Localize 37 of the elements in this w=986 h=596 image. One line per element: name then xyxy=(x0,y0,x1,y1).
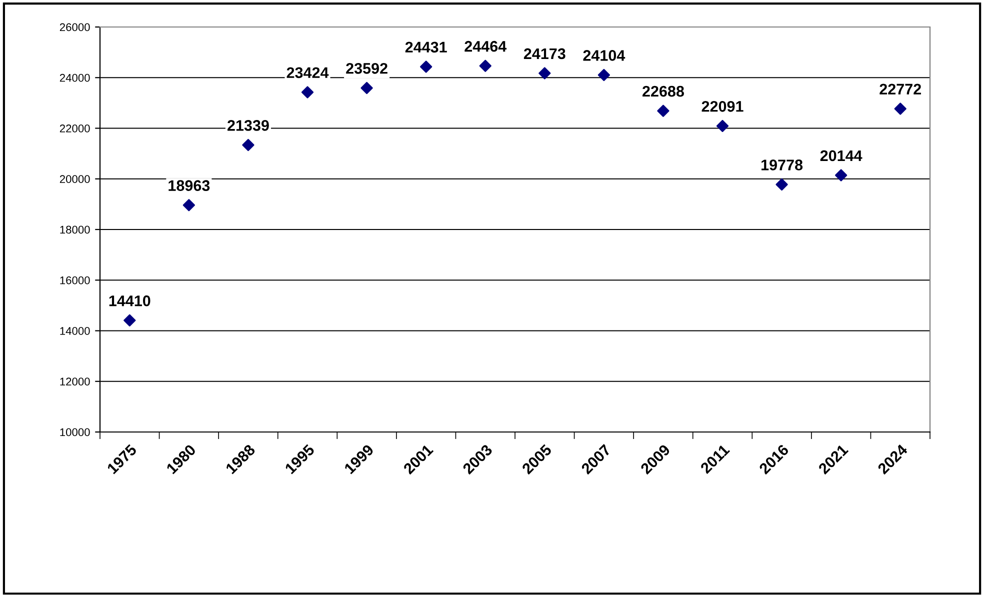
data-label: 24464 xyxy=(464,40,507,52)
data-label: 24173 xyxy=(524,48,566,60)
data-label: 22091 xyxy=(702,100,744,112)
y-tick-label: 14000 xyxy=(60,327,90,335)
point xyxy=(301,86,314,98)
point xyxy=(657,104,670,117)
data-label: 18963 xyxy=(168,180,210,192)
data-label: 20144 xyxy=(820,150,862,162)
point xyxy=(598,68,610,82)
point xyxy=(776,178,788,191)
y-tick-label: 12000 xyxy=(60,378,90,386)
y-tick-label: 18000 xyxy=(60,226,90,234)
y-tick-label: 16000 xyxy=(60,276,90,284)
y-tick-label: 20000 xyxy=(60,175,90,184)
data-label: 21339 xyxy=(228,120,269,131)
data-label: 22688 xyxy=(642,86,684,97)
point xyxy=(716,120,729,132)
point xyxy=(894,102,906,115)
point xyxy=(124,314,136,326)
data-label: 19778 xyxy=(762,160,803,170)
y-tick-label: 22000 xyxy=(60,124,90,132)
point xyxy=(479,60,492,72)
y-tick-label: 26000 xyxy=(60,23,90,32)
point xyxy=(182,199,196,212)
data-label: 23592 xyxy=(346,63,388,74)
point xyxy=(360,82,373,94)
point xyxy=(420,60,432,73)
data-label: 24431 xyxy=(405,42,447,53)
point xyxy=(242,138,254,152)
y-tick-label: 10000 xyxy=(60,428,90,436)
data-label: 14410 xyxy=(109,295,150,306)
data-label: 24104 xyxy=(583,50,626,61)
data-label: 22772 xyxy=(880,84,921,94)
y-tick-label: 24000 xyxy=(60,74,90,82)
point xyxy=(538,67,551,80)
data-label: 23424 xyxy=(286,67,329,78)
point xyxy=(834,169,848,182)
